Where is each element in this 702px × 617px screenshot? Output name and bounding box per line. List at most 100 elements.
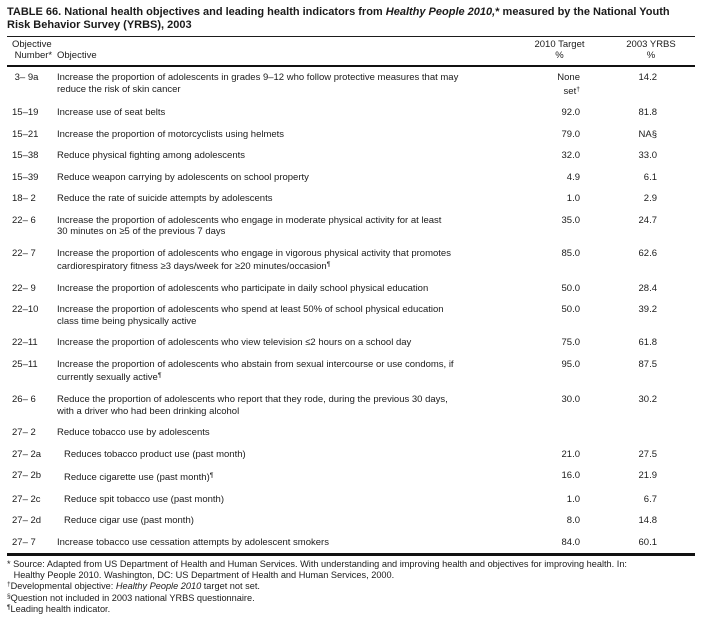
objective-number-cell: 22– 9 — [12, 282, 36, 294]
text-segment: 32.0 — [561, 150, 581, 162]
text-segment: 60.1 — [638, 536, 658, 548]
table-row: 15–38 Reduce physical fighting among ado… — [7, 145, 695, 167]
text-segment: 2.9 — [643, 193, 657, 205]
objective-number-cell: 27– 2 — [12, 427, 36, 439]
objective-number-cell: 22– 7 — [12, 247, 36, 259]
objective-text-cell: Increase the proportion of adolescents i… — [57, 66, 512, 102]
text-segment: 50.0 — [561, 304, 581, 316]
table-row: 22–10 Increase the proportion of adolesc… — [7, 299, 695, 332]
table-header-row: Objective Number* Objective 2010 Target … — [7, 36, 695, 67]
objective-text-cell: Reduce tobacco use by adolescents — [57, 422, 512, 444]
text-segment: Reduce weapon carrying by adolescents on… — [57, 171, 309, 183]
superscript-mark: ¶ — [326, 261, 331, 269]
yrbs-value-cell: 60.1 — [607, 532, 695, 555]
yrbs-value-cell: 39.2 — [607, 299, 695, 332]
objective-text-cell: Increase the proportion of adolescents w… — [57, 243, 512, 278]
objective-number-cell: 15–39 — [12, 171, 39, 183]
target-value-cell: None set† — [512, 66, 607, 102]
text-segment: 4.9 — [566, 171, 580, 183]
table-row: 26– 6 Reduce the proportion of adolescen… — [7, 389, 695, 422]
table-row: 22– 6 Increase the proportion of adolesc… — [7, 210, 695, 243]
objective-number-cell: 22–11 — [12, 337, 38, 349]
text-segment: Increase the proportion of adolescents w… — [57, 358, 454, 384]
text-segment: Reduce tobacco use by adolescents — [57, 427, 210, 439]
objectives-table: Objective Number* Objective 2010 Target … — [7, 36, 695, 557]
col-header-2010-target: 2010 Target % — [512, 36, 607, 67]
objective-number-cell: 26– 6 — [12, 394, 36, 406]
table-title: TABLE 66. National health objectives and… — [7, 6, 695, 32]
text-segment: 61.8 — [638, 337, 658, 349]
target-value-cell: 8.0 — [512, 510, 607, 532]
superscript-mark: § — [7, 592, 11, 600]
text-segment: 92.0 — [561, 107, 581, 119]
text-segment: 6.1 — [643, 171, 657, 183]
text-segment: Increase tobacco use cessation attempts … — [57, 536, 329, 548]
text-segment: 1.0 — [566, 493, 580, 505]
target-value-cell: 21.0 — [512, 444, 607, 466]
objective-number-cell: 18– 2 — [12, 193, 36, 205]
target-value-cell: 1.0 — [512, 188, 607, 210]
text-segment: TABLE 66. National health objectives and… — [7, 6, 386, 18]
objective-number-cell: 27– 2d — [12, 515, 42, 527]
yrbs-value-cell: NA§ — [607, 124, 695, 146]
text-segment: Question not included in 2003 national Y… — [10, 592, 255, 603]
objective-text-cell: Increase the proportion of adolescents w… — [57, 354, 512, 389]
text-segment: 27.5 — [638, 448, 658, 460]
objective-number-cell: 25–11 — [12, 358, 38, 370]
objective-text-cell: Reduce weapon carrying by adolescents on… — [57, 167, 512, 189]
footnotes: * Source: Adapted from US Department of … — [7, 559, 695, 614]
target-value-cell: 95.0 — [512, 354, 607, 389]
target-value-cell: 16.0 — [512, 465, 607, 489]
yrbs-value-cell: 14.2 — [607, 66, 695, 102]
table-row: 25–11 Increase the proportion of adolesc… — [7, 354, 695, 389]
footnote-section: §Question not included in 2003 national … — [7, 592, 695, 603]
text-segment: Reduces tobacco product use (past month) — [64, 448, 246, 460]
text-segment: Increase the proportion of adolescents w… — [57, 282, 429, 294]
table-row: 22–11 Increase the proportion of adolesc… — [7, 332, 695, 354]
footnote-pilcrow: ¶Leading health indicator. — [7, 603, 695, 614]
objective-text-cell: Increase use of seat belts — [57, 102, 512, 124]
table-body: 3– 9a Increase the proportion of adolesc… — [7, 66, 695, 555]
table-row: 18– 2 Reduce the rate of suicide attempt… — [7, 188, 695, 210]
text-segment: Reduce cigarette use (past month) — [64, 472, 210, 484]
objective-number-cell: 15–19 — [12, 107, 39, 119]
table-row: 3– 9a Increase the proportion of adolesc… — [7, 66, 695, 102]
yrbs-value-cell: 62.6 — [607, 243, 695, 278]
superscript-mark: ¶ — [7, 604, 11, 612]
objective-number-cell: 27– 7 — [12, 536, 36, 548]
text-segment: Increase the proportion of adolescents i… — [57, 72, 459, 95]
table-row: 27– 2d Reduce cigar use (past month) 8.0… — [7, 510, 695, 532]
table-row: 27– 2 Reduce tobacco use by adolescents — [7, 422, 695, 444]
text-segment: 30.2 — [638, 394, 658, 406]
objective-text-cell: Increase the proportion of adolescents w… — [57, 210, 512, 243]
text-segment: Developmental objective: — [10, 581, 116, 592]
target-value-cell: 1.0 — [512, 489, 607, 511]
text-segment: 28.4 — [638, 282, 658, 294]
objective-number-cell: 3– 9a — [12, 72, 39, 83]
text-segment: 50.0 — [561, 282, 581, 294]
target-value-cell: 92.0 — [512, 102, 607, 124]
table-row: 22– 9 Increase the proportion of adolesc… — [7, 278, 695, 300]
text-segment: 79.0 — [561, 128, 581, 140]
text-segment: 21.0 — [561, 448, 581, 460]
superscript-mark: † — [7, 581, 11, 589]
text-segment: 14.8 — [638, 515, 658, 527]
objective-text-cell: Reduce the rate of suicide attempts by a… — [57, 188, 512, 210]
yrbs-value-cell: 14.8 — [607, 510, 695, 532]
objective-number-cell: 15–38 — [12, 150, 39, 162]
target-value-cell — [512, 422, 607, 444]
text-segment: Increase the proportion of adolescents w… — [57, 247, 451, 273]
superscript-mark: † — [576, 85, 580, 93]
target-value-cell: 4.9 — [512, 167, 607, 189]
objective-text-cell: Increase the proportion of adolescents w… — [57, 278, 512, 300]
target-value-cell: 30.0 — [512, 389, 607, 422]
text-segment: Increase the proportion of adolescents w… — [57, 304, 444, 327]
text-segment: * measured by the National Youth Risk Be… — [7, 6, 670, 31]
yrbs-value-cell: 30.2 — [607, 389, 695, 422]
text-segment: 16.0 — [561, 470, 581, 482]
superscript-mark: ¶ — [209, 472, 214, 480]
text-segment: Healthy People 2010, — [385, 6, 496, 18]
objective-number-cell: 22– 6 — [12, 214, 36, 226]
objective-number-cell: 27– 2c — [12, 493, 41, 505]
text-segment: Increase the proportion of adolescents w… — [57, 337, 412, 349]
